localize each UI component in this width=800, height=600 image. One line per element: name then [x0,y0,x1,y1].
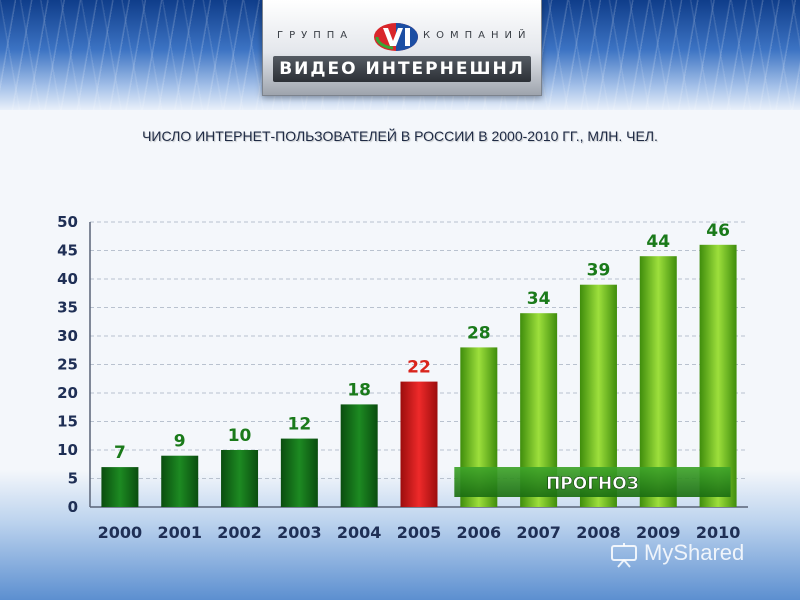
y-tick-label: 50 [57,213,78,231]
logo-company-name: ВИДЕО ИНТЕРНЕШНЛ [279,59,525,79]
data-label: 44 [646,232,670,252]
x-tick-label: 2004 [337,523,382,542]
data-label: 39 [587,261,611,281]
bar [101,467,139,507]
x-tick-label: 2009 [636,523,681,542]
bar [340,404,378,507]
company-logo: ГРУППА КОМПАНИЙ ВИДЕО ИНТЕРНЕШНЛ [262,0,542,96]
bar [639,256,677,507]
y-tick-label: 25 [57,356,78,374]
bar [699,244,737,508]
data-label: 22 [407,358,431,378]
logo-mark-icon [374,23,418,51]
data-label: 10 [228,426,252,446]
x-tick-label: 2001 [157,523,202,542]
x-tick-label: 2007 [516,523,561,542]
x-tick-label: 2003 [277,523,322,542]
x-tick-label: 2002 [217,523,262,542]
x-tick-label: 2010 [696,523,741,542]
x-tick-label: 2008 [576,523,621,542]
x-tick-label: 2006 [457,523,502,542]
y-tick-label: 10 [57,441,78,459]
y-tick-label: 20 [57,384,78,402]
y-tick-label: 5 [68,470,78,488]
x-tick-label: 2005 [397,523,442,542]
x-tick-label: 2000 [98,523,143,542]
y-tick-label: 15 [57,413,78,431]
bar [400,381,438,507]
y-tick-label: 30 [57,327,78,345]
data-label: 18 [347,380,371,400]
watermark-text: MyShared [644,540,745,565]
data-label: 9 [174,432,186,452]
chart-title: ЧИСЛО ИНТЕРНЕТ-ПОЛЬЗОВАТЕЛЕЙ В РОССИИ В … [142,128,658,144]
data-label: 28 [467,323,491,343]
logo-word-right: КОМПАНИЙ [423,30,532,41]
logo-word-left: ГРУППА [277,30,354,41]
data-label: 46 [706,221,730,241]
bar [221,450,259,507]
logo-name-band: ВИДЕО ИНТЕРНЕШНЛ [273,56,531,82]
forecast-band [454,467,731,497]
data-label: 7 [114,443,126,463]
presentation-board-icon [611,543,637,568]
watermark: MyShared [610,538,790,572]
data-label: 12 [288,415,312,435]
logo-top-row: ГРУППА КОМПАНИЙ [263,22,541,52]
bar [280,438,318,507]
bar [161,455,199,507]
y-tick-label: 35 [57,299,78,317]
data-label: 34 [527,289,551,309]
y-tick-label: 40 [57,270,78,288]
y-tick-label: 45 [57,242,78,260]
y-tick-label: 0 [68,498,78,516]
forecast-label: ПРОГНОЗ [546,474,639,494]
